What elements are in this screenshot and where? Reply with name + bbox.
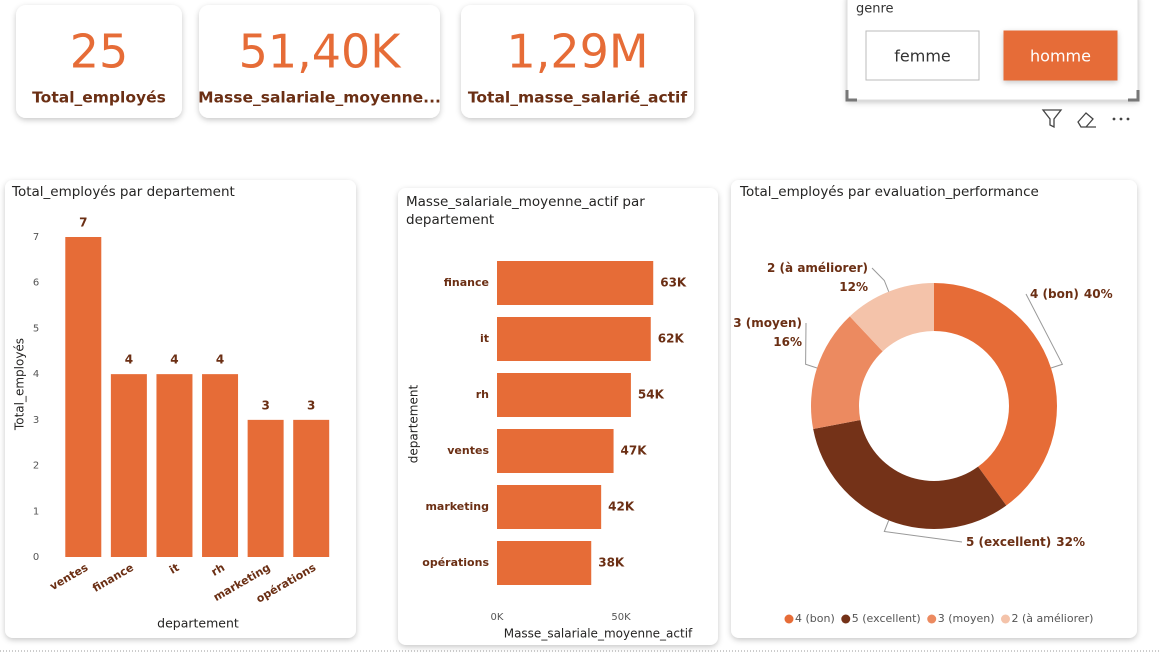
- bar: [497, 317, 651, 361]
- bar: [110, 374, 147, 557]
- data-label-category: 5 (excellent): [966, 535, 1051, 549]
- bar: [293, 419, 330, 557]
- donut-segment: [934, 283, 1057, 506]
- bar: [497, 541, 592, 585]
- data-label-category: 4 (bon): [1030, 287, 1079, 301]
- filter-icon[interactable]: [1041, 109, 1063, 129]
- leader-line: [871, 267, 890, 292]
- y-tick-label: 0: [33, 552, 39, 563]
- y-tick-label: 1: [33, 506, 39, 517]
- bar: [65, 237, 102, 557]
- card-value: 1,29M: [506, 25, 648, 79]
- data-label-value: 32%: [1056, 535, 1085, 549]
- donut-segment: [849, 283, 934, 352]
- resize-handle: [845, 90, 1140, 102]
- data-label-value: 40%: [1084, 287, 1113, 301]
- bar: [497, 261, 654, 305]
- bar: [202, 374, 239, 557]
- data-label: 3: [307, 398, 315, 412]
- data-label: 47K: [621, 444, 648, 458]
- bar: [497, 429, 614, 473]
- y-tick-label: marketing: [425, 500, 489, 513]
- card: [199, 5, 440, 118]
- data-label: 63K: [660, 276, 687, 290]
- leader-line: [883, 520, 963, 543]
- data-label: 4 (bon) 40%: [1030, 287, 1113, 301]
- more-icon[interactable]: [1112, 117, 1130, 121]
- y-tick-label: 7: [33, 232, 39, 243]
- y-tick-label: it: [480, 332, 489, 345]
- card: [16, 5, 182, 118]
- y-tick-label: finance: [444, 276, 489, 289]
- slicer-button[interactable]: [1003, 30, 1118, 81]
- data-label: 5 (excellent) 32%: [966, 535, 1085, 549]
- x-axis-title: Masse_salariale_moyenne_actif: [504, 627, 693, 641]
- data-label-category: 2 (à améliorer): [767, 261, 868, 275]
- slicer-option[interactable]: homme: [1003, 30, 1118, 81]
- y-axis-title: Total_employés: [13, 338, 27, 431]
- eraser-icon[interactable]: [1077, 112, 1096, 128]
- legend-marker: [841, 614, 851, 624]
- bar: [247, 419, 284, 557]
- donut-segment: [811, 316, 883, 430]
- x-tick-label: 0K: [491, 612, 504, 623]
- data-label: 4: [125, 353, 133, 367]
- slicer-title: genre: [856, 2, 894, 17]
- y-tick-label: 2: [33, 461, 39, 472]
- data-label: 54K: [638, 388, 665, 402]
- data-label: 7: [79, 216, 87, 230]
- card-value: 51,40K: [239, 25, 403, 79]
- card-value: 25: [70, 25, 129, 79]
- data-label-value: 16%: [773, 335, 802, 349]
- chart-title: Total_employés par evaluation_performanc…: [739, 184, 1039, 200]
- data-label: 42K: [608, 500, 635, 514]
- data-label: 2 (à améliorer) 12%: [767, 261, 868, 294]
- data-label: 62K: [658, 332, 685, 346]
- slicer-option[interactable]: femme: [865, 30, 980, 81]
- legend-label: 2 (à améliorer): [1012, 612, 1094, 625]
- legend-label: 3 (moyen): [938, 612, 995, 625]
- y-tick-label: 3: [33, 415, 39, 426]
- x-tick-label: 50K: [611, 612, 631, 623]
- x-tick-label: rh: [209, 561, 227, 579]
- leader-line: [805, 322, 818, 369]
- data-label: 38K: [598, 556, 625, 570]
- legend-marker: [927, 614, 937, 624]
- y-tick-label: 4: [33, 369, 39, 380]
- legend-marker: [784, 614, 794, 624]
- card-label: Total_employés: [32, 89, 166, 107]
- chart-title: Masse_salariale_moyenne_actif par departe…: [406, 194, 645, 228]
- y-tick-label: 6: [33, 278, 39, 289]
- chart-title: Total_employés par departement: [11, 184, 235, 200]
- card-label: Total_masse_salarié_actif: [468, 89, 687, 107]
- slicer-option-label[interactable]: femme: [894, 47, 951, 66]
- slicer-button[interactable]: [865, 30, 980, 81]
- slicer-option-label[interactable]: homme: [1030, 47, 1091, 66]
- donut-segment: [813, 420, 1007, 529]
- y-tick-label: ventes: [447, 444, 489, 457]
- card-label: Masse_salariale_moyenne...: [198, 89, 441, 107]
- legend-marker: [1001, 614, 1010, 624]
- y-tick-label: rh: [476, 388, 489, 401]
- bar: [497, 373, 631, 417]
- y-tick-label: 5: [33, 323, 39, 334]
- y-tick-label: opérations: [422, 556, 489, 569]
- legend-label: 4 (bon): [795, 612, 835, 625]
- bar: [156, 374, 193, 557]
- data-label: 3 (moyen) 16%: [733, 316, 802, 349]
- data-label: 4: [170, 353, 178, 367]
- bar: [497, 485, 602, 529]
- leader-line: [1025, 293, 1064, 369]
- legend-label: 5 (excellent): [852, 612, 921, 625]
- data-label-value: 12%: [839, 280, 868, 294]
- chart-panel: [731, 180, 1137, 638]
- data-label: 3: [261, 398, 269, 412]
- data-label: 4: [216, 353, 224, 367]
- card: [461, 5, 694, 118]
- data-label-category: 3 (moyen): [733, 316, 802, 330]
- x-axis-title: departement: [157, 616, 239, 631]
- y-axis-title: departement: [407, 385, 421, 464]
